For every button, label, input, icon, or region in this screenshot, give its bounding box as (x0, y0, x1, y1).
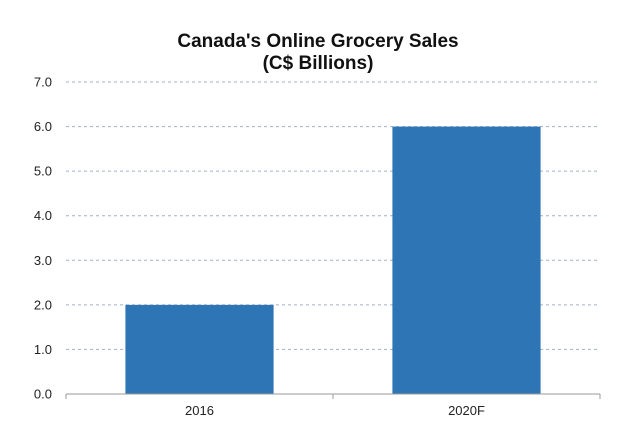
chart-subtitle: (C$ Billions) (263, 53, 374, 74)
y-tick-label: 4.0 (34, 208, 52, 223)
bar-2020f (392, 126, 541, 395)
y-tick-label: 6.0 (34, 119, 52, 134)
y-tick-label: 1.0 (34, 342, 52, 357)
x-tick-label: 2020F (448, 403, 485, 418)
y-tick-label: 5.0 (34, 164, 52, 179)
y-tick-label: 0.0 (34, 387, 52, 402)
chart-title: Canada's Online Grocery Sales (177, 31, 458, 52)
y-axis-ticks: 0.0 1.0 2.0 3.0 4.0 5.0 6.0 7.0 (34, 75, 52, 402)
y-tick-label: 3.0 (34, 253, 52, 268)
x-axis-ticks: 2016 2020F (65, 394, 601, 418)
bars (125, 126, 541, 395)
bar-2016 (125, 304, 274, 394)
y-tick-label: 7.0 (34, 75, 52, 90)
y-tick-label: 2.0 (34, 297, 52, 312)
x-tick-label: 2016 (185, 403, 214, 418)
